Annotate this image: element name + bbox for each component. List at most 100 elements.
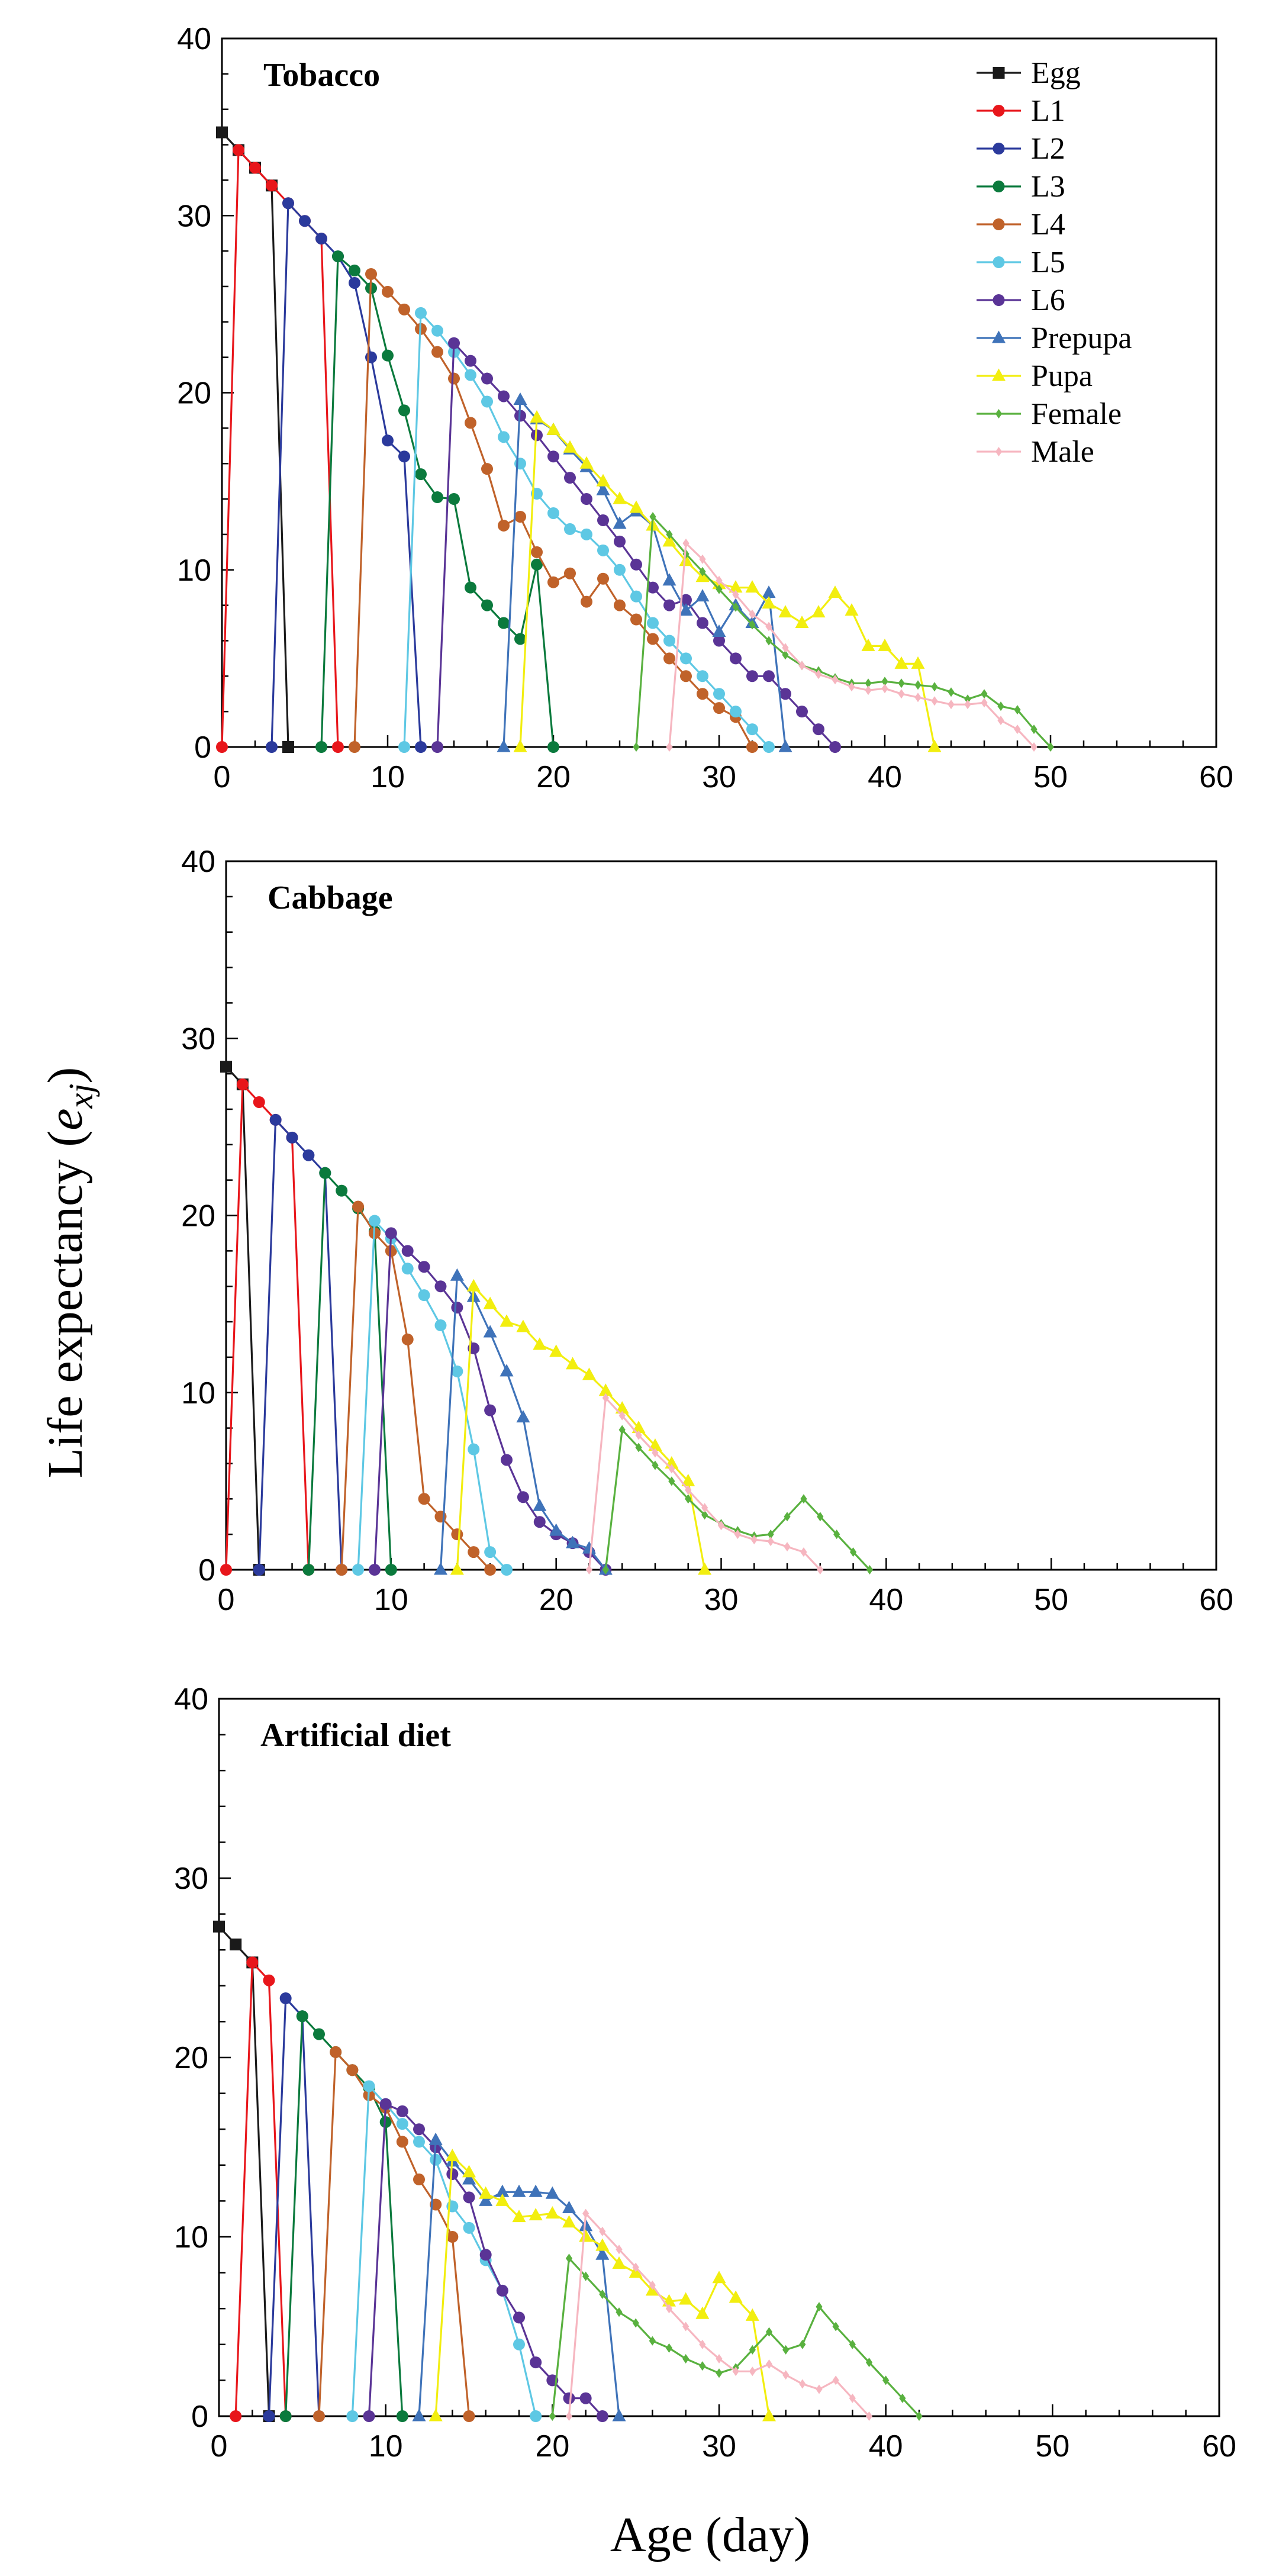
data-point-l4 bbox=[630, 613, 642, 626]
data-point-l2 bbox=[253, 1564, 265, 1576]
legend-marker-l6 bbox=[993, 294, 1005, 306]
data-point-l4 bbox=[581, 595, 592, 608]
data-point-pupa bbox=[795, 616, 809, 629]
data-point-l6 bbox=[465, 355, 476, 367]
data-point-l4 bbox=[484, 1564, 497, 1576]
data-point-l4 bbox=[382, 285, 394, 298]
x-tick-label: 50 bbox=[1034, 1583, 1068, 1617]
data-point-l5 bbox=[484, 1546, 497, 1559]
data-point-l3 bbox=[349, 265, 360, 277]
plot-frame bbox=[218, 1698, 1220, 2417]
data-point-l6 bbox=[498, 390, 510, 402]
data-point-male bbox=[799, 2379, 806, 2389]
x-tick-label: 50 bbox=[1033, 760, 1068, 794]
series-l6 bbox=[431, 337, 841, 753]
series-line-female bbox=[551, 2257, 920, 2417]
data-point-prepupa bbox=[450, 1268, 464, 1281]
data-point-pupa bbox=[861, 638, 875, 651]
data-point-male bbox=[665, 2304, 673, 2314]
data-point-male bbox=[832, 2375, 839, 2385]
x-tick-label: 0 bbox=[214, 760, 231, 794]
data-point-pupa bbox=[546, 422, 560, 435]
data-point-l6 bbox=[413, 2123, 425, 2136]
data-point-female bbox=[699, 566, 706, 577]
legend-label-female: Female bbox=[1031, 397, 1122, 431]
data-point-male bbox=[732, 590, 739, 600]
data-point-l5 bbox=[713, 688, 725, 700]
panel-title: Tobacco bbox=[263, 57, 380, 94]
data-point-prepupa bbox=[662, 573, 676, 586]
data-point-prepupa bbox=[595, 2247, 610, 2260]
data-point-l2 bbox=[302, 1149, 315, 1161]
data-point-male bbox=[765, 2359, 773, 2369]
data-point-female bbox=[1047, 742, 1054, 752]
data-point-l6 bbox=[564, 472, 576, 484]
legend-label-egg: Egg bbox=[1031, 56, 1081, 90]
data-point-pupa bbox=[927, 739, 942, 752]
data-point-l5 bbox=[481, 395, 493, 408]
series-male bbox=[666, 538, 1038, 752]
data-point-prepupa bbox=[562, 2201, 576, 2214]
data-point-l6 bbox=[363, 2410, 375, 2422]
data-point-l4 bbox=[330, 2046, 342, 2058]
data-point-l3 bbox=[296, 2010, 308, 2023]
data-point-female bbox=[649, 511, 656, 521]
series-female bbox=[633, 511, 1054, 752]
data-point-pupa bbox=[878, 638, 892, 651]
data-point-l4 bbox=[468, 1546, 480, 1559]
data-point-l3 bbox=[313, 2028, 325, 2040]
data-point-prepupa bbox=[479, 2193, 493, 2206]
data-point-male bbox=[599, 2226, 606, 2236]
series-female bbox=[602, 1425, 874, 1574]
series-line-l3 bbox=[285, 2015, 404, 2417]
data-point-pupa bbox=[695, 2306, 710, 2319]
data-point-l4 bbox=[663, 652, 675, 665]
data-point-pupa bbox=[516, 1319, 530, 1332]
x-tick-label: 60 bbox=[1202, 2429, 1236, 2464]
data-point-l6 bbox=[479, 2249, 492, 2261]
data-point-female bbox=[649, 2336, 656, 2346]
data-point-l6 bbox=[451, 1302, 463, 1314]
data-point-l3 bbox=[465, 581, 476, 594]
data-point-prepupa bbox=[596, 482, 610, 495]
data-point-l5 bbox=[398, 741, 410, 753]
data-point-pupa bbox=[450, 1562, 464, 1575]
data-point-l5 bbox=[680, 652, 692, 665]
data-point-female bbox=[701, 1510, 708, 1520]
data-point-male bbox=[701, 1503, 708, 1513]
y-axis-title-main: Life expectancy ( bbox=[38, 1131, 93, 1479]
data-point-pupa bbox=[563, 440, 577, 453]
legend-label-l5: L5 bbox=[1031, 246, 1065, 279]
data-point-l4 bbox=[514, 510, 526, 523]
data-point-prepupa bbox=[778, 739, 792, 752]
data-point-female bbox=[914, 680, 922, 690]
data-point-female bbox=[732, 602, 739, 612]
series-male bbox=[565, 2208, 873, 2421]
data-point-l4 bbox=[431, 346, 443, 358]
data-point-l5 bbox=[597, 544, 609, 556]
data-point-l6 bbox=[614, 535, 626, 548]
data-point-l6 bbox=[597, 514, 609, 526]
data-point-prepupa bbox=[512, 2184, 526, 2197]
data-point-pupa bbox=[483, 1296, 497, 1309]
data-point-female bbox=[832, 2321, 839, 2332]
data-point-male bbox=[750, 1535, 758, 1545]
data-point-l2 bbox=[269, 1113, 282, 1126]
legend: Egg L1 L2 L3 L4 L5 L6 Prepupa Pupa Female Male bbox=[977, 56, 1132, 469]
data-point-l6 bbox=[581, 493, 592, 505]
data-point-female bbox=[931, 682, 938, 692]
data-point-l6 bbox=[434, 1280, 447, 1293]
data-point-male bbox=[964, 700, 971, 710]
data-point-female bbox=[716, 2368, 723, 2378]
data-point-l1 bbox=[220, 1564, 232, 1576]
y-tick-label: 30 bbox=[181, 1022, 215, 1056]
data-point-prepupa bbox=[495, 2184, 510, 2197]
data-point-l3 bbox=[385, 1564, 397, 1576]
legend-marker-l1 bbox=[993, 105, 1005, 117]
series-prepupa bbox=[497, 392, 792, 752]
data-point-l5 bbox=[697, 670, 708, 682]
data-point-l4 bbox=[398, 303, 410, 315]
data-point-pupa bbox=[679, 2292, 693, 2305]
legend-marker-female bbox=[995, 409, 1003, 418]
data-point-l5 bbox=[513, 2338, 525, 2350]
